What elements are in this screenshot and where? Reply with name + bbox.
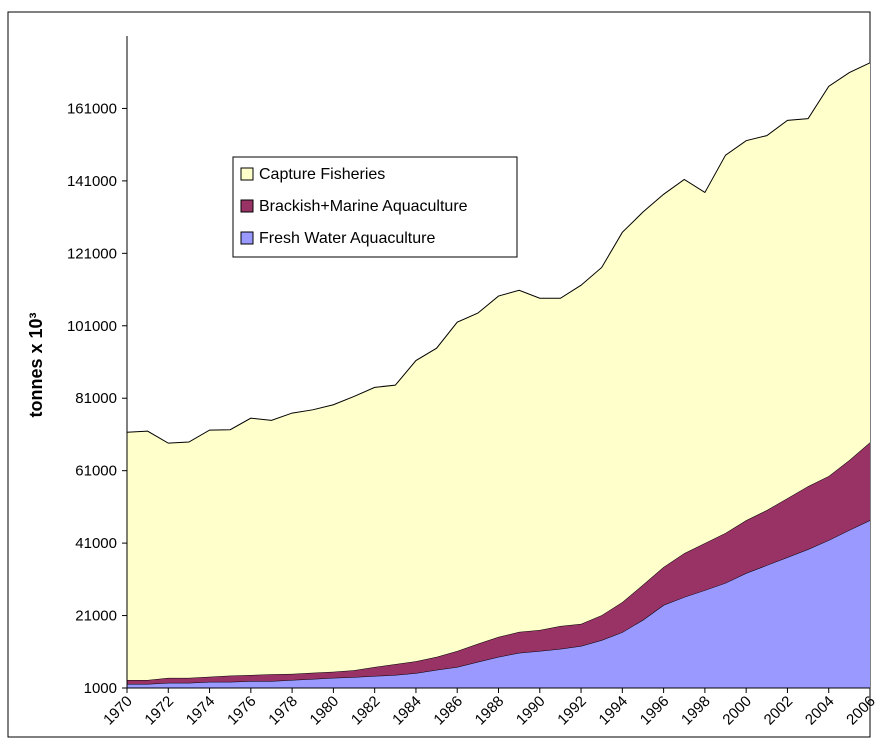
y-tick-label: 1000: [84, 680, 117, 697]
area-edge: [127, 519, 871, 685]
legend-swatch: [240, 167, 254, 181]
legend-label: Fresh Water Aquaculture: [259, 230, 435, 247]
y-tick-label: 121000: [67, 245, 117, 262]
legend-label: Brackish+Marine Aquaculture: [259, 198, 468, 215]
y-tick-label: 61000: [75, 463, 117, 480]
area: [127, 62, 870, 681]
y-tick-label: 81000: [75, 390, 117, 407]
area: [127, 520, 870, 688]
legend-swatch: [240, 199, 254, 213]
legend-box: [232, 156, 518, 258]
y-tick-label: 41000: [75, 535, 117, 552]
y-tick-label: 161000: [67, 100, 117, 117]
y-tick-label: 101000: [67, 318, 117, 335]
y-tick-label: 141000: [67, 173, 117, 190]
legend-swatch: [240, 231, 254, 245]
y-tick-label: 21000: [75, 608, 117, 625]
y-axis-label: tonnes x 10³: [26, 312, 46, 417]
area: [127, 442, 870, 685]
legend-label: Capture Fisheries: [259, 166, 385, 183]
area-edge: [126, 62, 871, 444]
